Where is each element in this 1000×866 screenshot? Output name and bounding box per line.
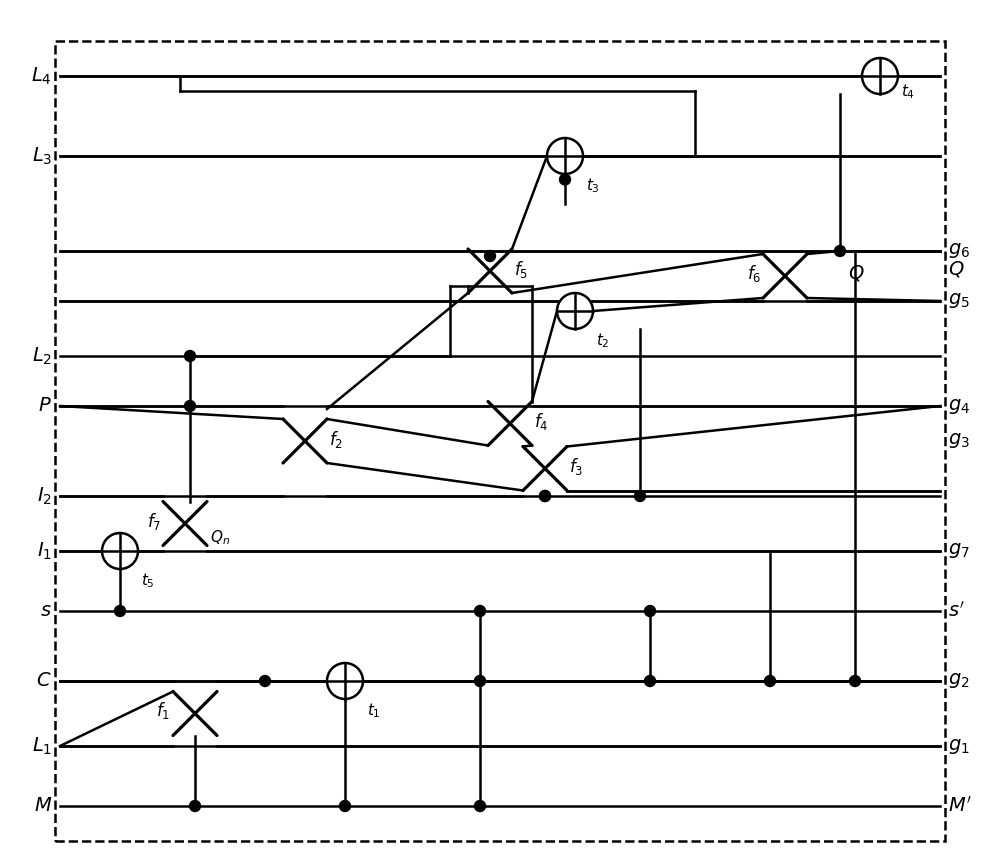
- Text: $s'$: $s'$: [948, 601, 965, 621]
- Circle shape: [114, 605, 126, 617]
- Text: $t_5$: $t_5$: [141, 571, 155, 590]
- Text: $f_5$: $f_5$: [514, 258, 528, 280]
- Circle shape: [475, 800, 486, 811]
- Text: $g_6$: $g_6$: [948, 242, 970, 261]
- Circle shape: [102, 533, 138, 569]
- Circle shape: [340, 800, 351, 811]
- Text: $f_1$: $f_1$: [156, 700, 170, 721]
- Text: $g_1$: $g_1$: [948, 736, 970, 755]
- Circle shape: [260, 675, 270, 687]
- Text: $s$: $s$: [40, 602, 52, 620]
- Circle shape: [644, 675, 656, 687]
- Text: $g_4$: $g_4$: [948, 397, 970, 416]
- Circle shape: [560, 174, 570, 185]
- Text: $g_5$: $g_5$: [948, 292, 970, 311]
- Bar: [55, 41, 945, 841]
- Circle shape: [850, 675, 860, 687]
- Text: $I_2$: $I_2$: [37, 485, 52, 507]
- Text: $g_2$: $g_2$: [948, 671, 970, 690]
- Text: $M'$: $M'$: [948, 796, 972, 816]
- Text: $I_1$: $I_1$: [37, 540, 52, 562]
- Circle shape: [765, 675, 776, 687]
- Circle shape: [540, 490, 550, 501]
- Circle shape: [635, 490, 646, 501]
- Text: $M$: $M$: [34, 797, 52, 815]
- Text: $C$: $C$: [36, 672, 52, 690]
- Circle shape: [862, 58, 898, 94]
- Text: $P$: $P$: [38, 397, 52, 415]
- Circle shape: [184, 400, 196, 411]
- Text: $L_4$: $L_4$: [31, 65, 52, 87]
- Text: $f_4$: $f_4$: [534, 411, 549, 432]
- Text: $f_2$: $f_2$: [329, 429, 343, 449]
- Circle shape: [184, 351, 196, 361]
- Text: $g_7$: $g_7$: [948, 541, 970, 560]
- Circle shape: [475, 605, 486, 617]
- Circle shape: [644, 605, 656, 617]
- Text: $L_1$: $L_1$: [32, 735, 52, 757]
- Circle shape: [484, 250, 496, 262]
- Circle shape: [557, 293, 593, 329]
- Circle shape: [190, 800, 200, 811]
- Text: $Q_n$: $Q_n$: [210, 528, 230, 547]
- Circle shape: [547, 138, 583, 174]
- Text: $Q$: $Q$: [848, 263, 865, 283]
- Text: $Q$: $Q$: [948, 259, 965, 279]
- Circle shape: [540, 490, 550, 501]
- Text: $t_1$: $t_1$: [367, 701, 381, 720]
- Text: $f_6$: $f_6$: [747, 263, 761, 285]
- Circle shape: [327, 663, 363, 699]
- Text: $f_3$: $f_3$: [569, 456, 583, 477]
- Text: $t_4$: $t_4$: [901, 82, 915, 101]
- Circle shape: [475, 675, 486, 687]
- Text: $g_3$: $g_3$: [948, 431, 970, 450]
- Text: $t_2$: $t_2$: [596, 331, 610, 350]
- Circle shape: [834, 245, 846, 256]
- Text: $L_2$: $L_2$: [32, 346, 52, 366]
- Text: $L_3$: $L_3$: [32, 145, 52, 166]
- Text: $f_7$: $f_7$: [147, 511, 161, 532]
- Text: $t_3$: $t_3$: [586, 176, 600, 195]
